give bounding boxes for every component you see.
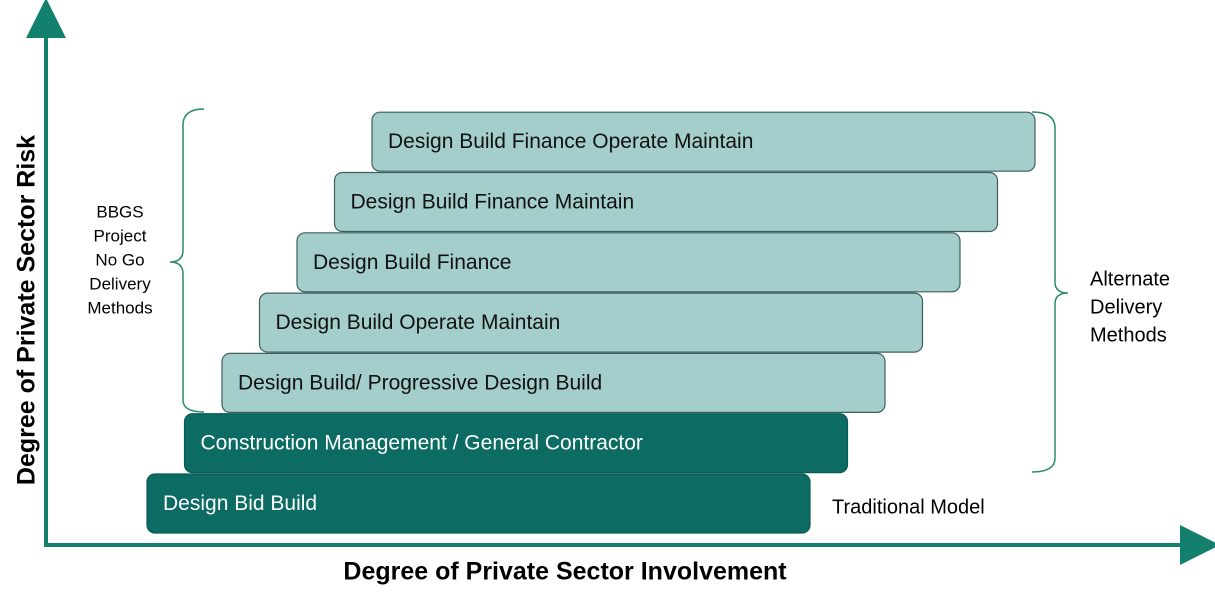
annotation-line: Alternate <box>1090 268 1170 290</box>
annotation-line: Delivery <box>89 274 151 293</box>
x-axis-label: Degree of Private Sector Involvement <box>343 558 787 586</box>
bar <box>258 292 924 353</box>
left-bracket <box>169 108 205 413</box>
right-bracket <box>1031 111 1069 473</box>
bar <box>146 473 811 534</box>
annotation-line: Project <box>94 226 147 245</box>
bar <box>333 171 999 233</box>
bar-label: Design Bid Build <box>163 492 317 515</box>
annotation-line: Delivery <box>1090 296 1162 318</box>
annotation-line: Methods <box>1090 324 1167 346</box>
bar <box>371 111 1036 172</box>
y-axis-label: Degree of Private Sector Risk <box>13 135 41 485</box>
bar-label: Design Build/ Progressive Design Build <box>238 371 602 394</box>
bar-label: Design Build Finance Operate Maintain <box>388 130 753 153</box>
annotation-line: BBGS <box>96 202 143 221</box>
annotation-line: No Go <box>95 250 144 269</box>
right-annotation: Alternate Delivery Methods <box>1090 268 1170 346</box>
left-annotation: BBGS Project No Go Delivery Methods <box>87 202 152 317</box>
bar-label: Design Build Finance Maintain <box>351 191 635 214</box>
bar-label: Design Build Finance <box>313 251 511 274</box>
bar <box>183 413 849 474</box>
bar <box>221 352 886 413</box>
bar-label: Construction Management / General Contra… <box>201 432 643 455</box>
annotation-line: Methods <box>87 298 152 317</box>
bar <box>296 232 961 293</box>
traditional-label: Traditional Model <box>832 496 985 518</box>
bar-label: Design Build Operate Maintain <box>276 311 561 334</box>
